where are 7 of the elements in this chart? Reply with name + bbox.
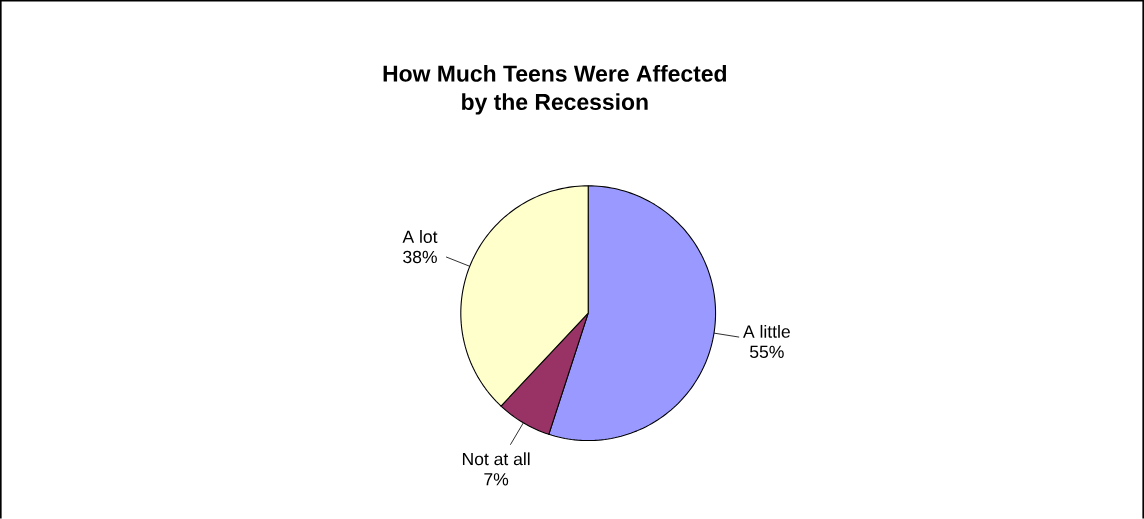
data-label: 38% (403, 250, 437, 264)
slice-label: A lot (402, 229, 438, 243)
slice-label: A little (743, 324, 790, 338)
data-label: 55% (750, 345, 784, 358)
data-label: 7% (484, 473, 509, 486)
slice-label: Not at all (462, 452, 530, 466)
chart-title: How Much Teens Were Affected by the Recession (383, 64, 727, 115)
